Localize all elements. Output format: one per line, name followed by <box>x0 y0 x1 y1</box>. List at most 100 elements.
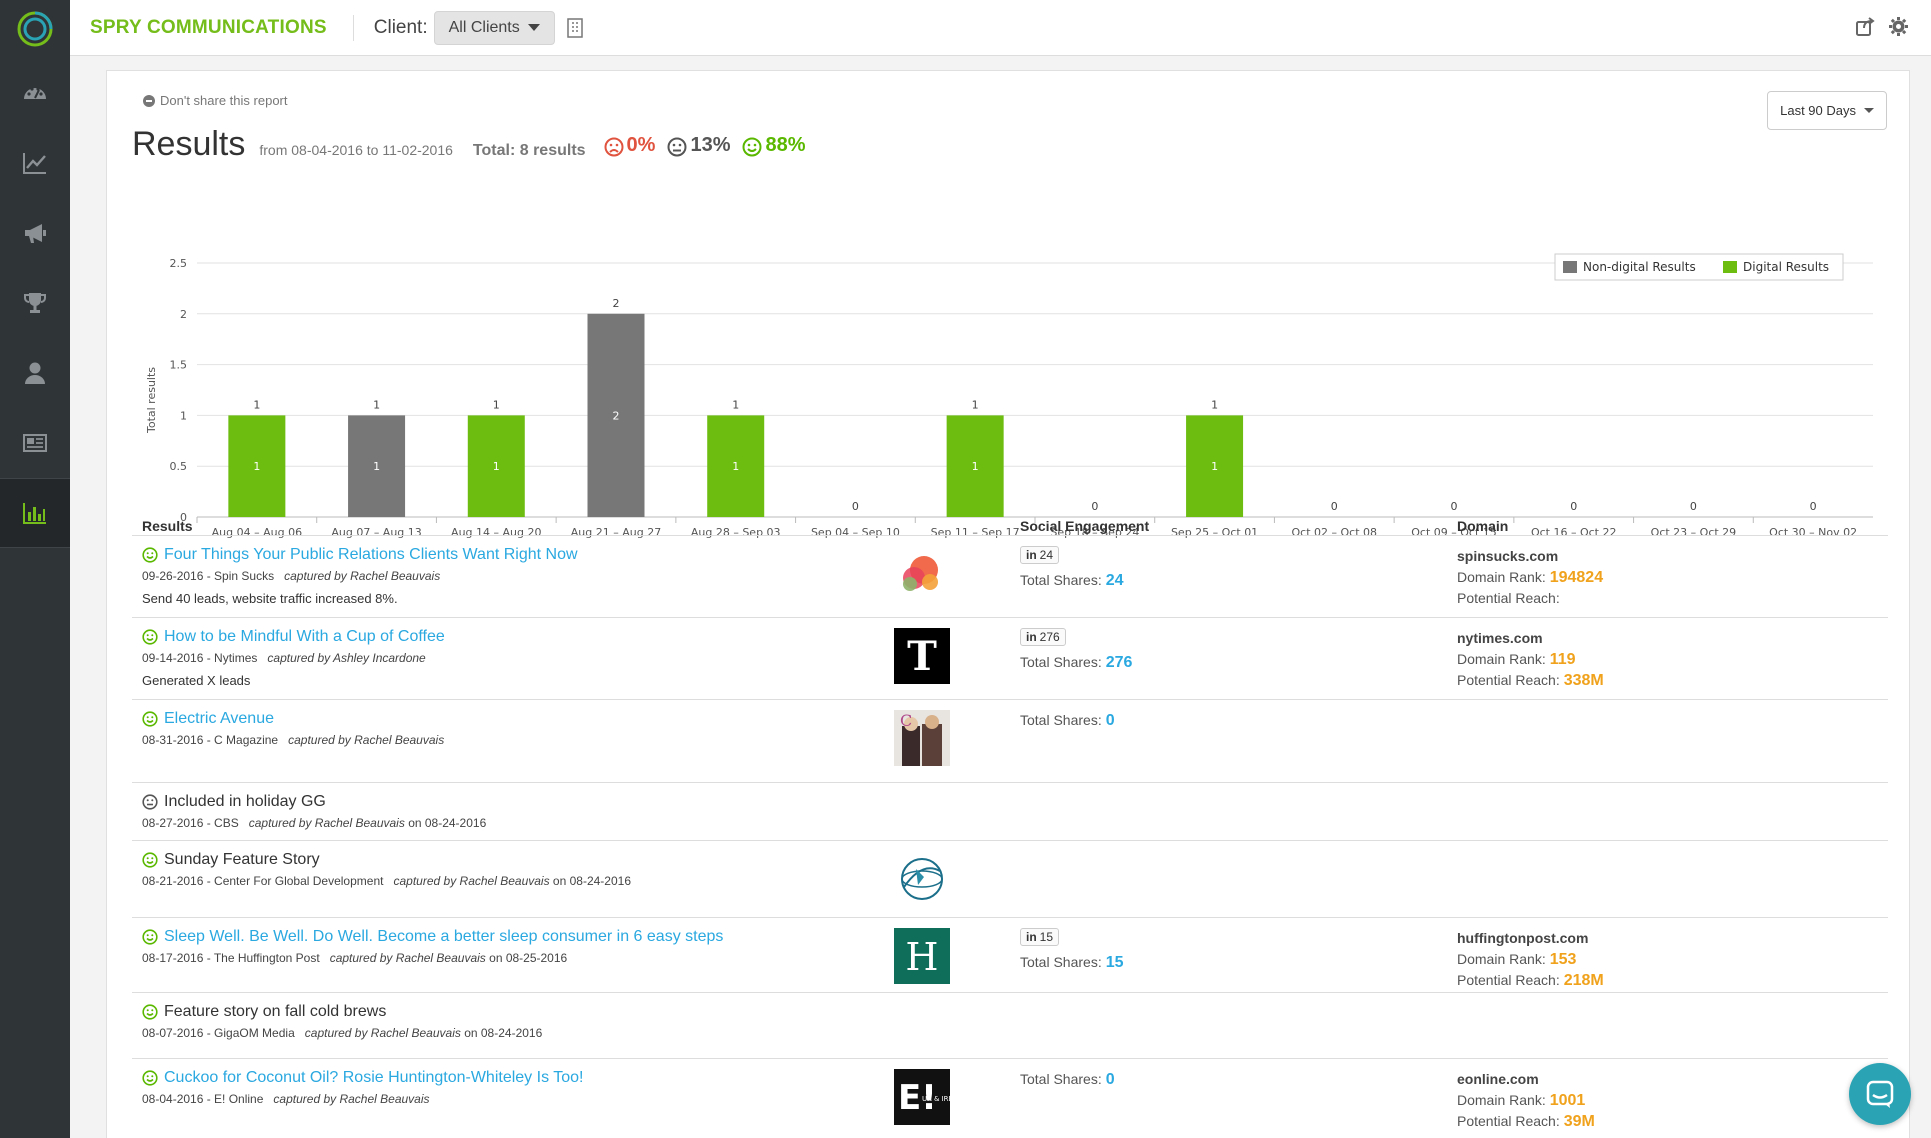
linkedin-badge: in 276 <box>1020 628 1066 646</box>
result-thumbnail[interactable]: T <box>894 628 950 684</box>
brand-name[interactable]: SPRY COMMUNICATIONS <box>90 16 327 38</box>
potential-reach: Potential Reach: <box>1457 588 1603 609</box>
bar-total-label: 0 <box>852 500 859 513</box>
megaphone-icon <box>25 224 46 243</box>
app-logo[interactable] <box>0 0 70 58</box>
y-tick-label: 2 <box>180 308 187 321</box>
total-shares-label: Total Shares: <box>1020 954 1102 970</box>
user-icon <box>25 362 45 384</box>
domain-info: eonline.com Domain Rank: 1001 Potential Rea… <box>1457 1069 1595 1132</box>
results-chart: 0 0.5 1 1.5 2 2.5 Total results Aug 04 – Aug 06… <box>107 171 1909 551</box>
results-total: Total: 8 results <box>472 142 586 159</box>
result-title[interactable]: How to be Mindful With a Cup of Coffee <box>164 628 445 645</box>
col-header-results[interactable]: Results <box>142 518 193 534</box>
linkedin-badge: in 24 <box>1020 546 1060 564</box>
huffpost-logo-text: H <box>905 935 938 979</box>
building-icon[interactable] <box>567 17 583 38</box>
total-shares-value: 0 <box>1105 1071 1115 1088</box>
domain-rank-label: Domain Rank: <box>1457 1092 1546 1108</box>
legend-label-digital: Digital Results <box>1743 260 1829 274</box>
col-header-domain[interactable]: Domain <box>1457 518 1509 534</box>
total-shares: Total Shares: 0 <box>1020 712 1115 730</box>
bar-total-label: 1 <box>732 398 739 411</box>
result-captured-by: captured by Rachel Beauvais <box>304 1026 461 1040</box>
total-shares-label: Total Shares: <box>1020 1071 1102 1087</box>
result-date-source: 08-07-2016 - GigaOM Media <box>142 1026 295 1040</box>
result-title-line: Electric Avenue <box>142 710 842 728</box>
potential-reach-label: Potential Reach: <box>1457 590 1560 606</box>
domain-name: huffingtonpost.com <box>1457 930 1589 946</box>
result-info: Feature story on fall cold brews 08-07-20… <box>142 1003 842 1040</box>
bar-total-label: 1 <box>972 398 979 411</box>
sidebar-item-campaigns[interactable] <box>0 198 70 268</box>
header-divider <box>352 14 354 41</box>
total-shares-label: Total Shares: <box>1020 654 1102 670</box>
domain-rank: Domain Rank: 153 <box>1457 949 1604 970</box>
bar-value-label: 1 <box>373 460 380 473</box>
domain-name: nytimes.com <box>1457 630 1543 646</box>
linkedin-count: 24 <box>1039 548 1054 562</box>
chat-icon <box>1866 1080 1894 1108</box>
bar-digital <box>467 415 525 517</box>
linkedin-icon: in <box>1026 630 1037 644</box>
result-date-source: 08-31-2016 - C Magazine <box>142 733 279 747</box>
sidebar-item-contacts[interactable] <box>0 338 70 408</box>
result-captured-by: captured by Rachel Beauvais <box>393 874 550 888</box>
sidebar-item-awards[interactable] <box>0 268 70 338</box>
table-row: Sleep Well. Be Well. Do Well. Become a b… <box>132 918 1888 993</box>
total-shares-label: Total Shares: <box>1020 712 1102 728</box>
result-thumbnail[interactable] <box>894 546 950 602</box>
table-row: Sunday Feature Story 08-21-2016 - Center … <box>132 841 1888 918</box>
col-header-social[interactable]: Social Engagement <box>1020 518 1150 534</box>
result-info: Cuckoo for Coconut Oil? Rosie Huntington… <box>142 1069 842 1106</box>
share-toggle-label: Don't share this report <box>160 93 288 108</box>
result-meta: 08-07-2016 - GigaOM Media captured by Ra… <box>142 1026 842 1040</box>
bar-total-label: 0 <box>1451 500 1458 513</box>
legend-box <box>1554 253 1844 281</box>
sidebar-item-results[interactable] <box>0 478 70 548</box>
share-toggle[interactable]: Don't share this report <box>143 93 288 108</box>
y-tick-label: 0.5 <box>170 460 188 473</box>
bar-total-label: 0 <box>1810 500 1817 513</box>
date-range-select[interactable]: Last 90 Days <box>1767 91 1887 130</box>
result-meta: 08-27-2016 - CBS captured by Rachel Beau… <box>142 816 842 830</box>
smile-icon <box>142 1070 158 1086</box>
top-header: SPRY COMMUNICATIONS Client: All Clients <box>70 0 1931 56</box>
client-select[interactable]: All Clients <box>433 10 555 45</box>
sentiment-negative: 0% <box>604 134 655 157</box>
result-captured-on: on 08-24-2016 <box>552 874 631 888</box>
result-captured-on: on 08-25-2016 <box>489 951 568 965</box>
result-thumbnail[interactable]: H <box>894 928 950 984</box>
linkedin-icon: in <box>1026 930 1037 944</box>
result-title[interactable]: Sleep Well. Be Well. Do Well. Become a b… <box>164 928 724 945</box>
result-thumbnail[interactable] <box>894 851 950 907</box>
table-row: Cuckoo for Coconut Oil? Rosie Huntington… <box>132 1059 1888 1138</box>
gear-icon[interactable] <box>1888 16 1909 37</box>
result-title-line: How to be Mindful With a Cup of Coffee <box>142 628 842 646</box>
share-icon[interactable] <box>1855 16 1876 37</box>
result-info: How to be Mindful With a Cup of Coffee 09… <box>142 628 842 688</box>
result-thumbnail[interactable]: C <box>894 710 950 766</box>
result-meta: 08-04-2016 - E! Online captured by Rache… <box>142 1092 842 1106</box>
sentiment-positive: 88% <box>742 134 806 157</box>
domain-info: nytimes.com Domain Rank: 119 Potential Reac… <box>1457 628 1604 691</box>
result-meta: 09-14-2016 - Nytimes captured by Ashley … <box>142 651 842 665</box>
dashboard-icon <box>24 87 46 99</box>
result-meta: 08-21-2016 - Center For Global Developme… <box>142 874 842 888</box>
result-title[interactable]: Electric Avenue <box>164 710 274 727</box>
sidebar-item-analytics[interactable] <box>0 128 70 198</box>
domain-rank: Domain Rank: 194824 <box>1457 567 1603 588</box>
bar-total-label: 1 <box>1211 398 1218 411</box>
result-title: Feature story on fall cold brews <box>164 1003 387 1020</box>
table-row: Electric Avenue 08-31-2016 - C Magazine c… <box>132 700 1888 783</box>
potential-reach: Potential Reach: 218M <box>1457 970 1604 991</box>
sidebar-item-dashboard[interactable] <box>0 58 70 128</box>
sidebar-item-news[interactable] <box>0 408 70 478</box>
bar-total-label: 0 <box>1091 500 1098 513</box>
result-title[interactable]: Cuckoo for Coconut Oil? Rosie Huntington… <box>164 1069 584 1086</box>
result-thumbnail[interactable]: E!UK & IRELAND <box>894 1069 972 1125</box>
result-title[interactable]: Four Things Your Public Relations Client… <box>164 546 578 563</box>
chat-button[interactable] <box>1849 1063 1911 1125</box>
domain-rank: Domain Rank: 1001 <box>1457 1090 1595 1111</box>
